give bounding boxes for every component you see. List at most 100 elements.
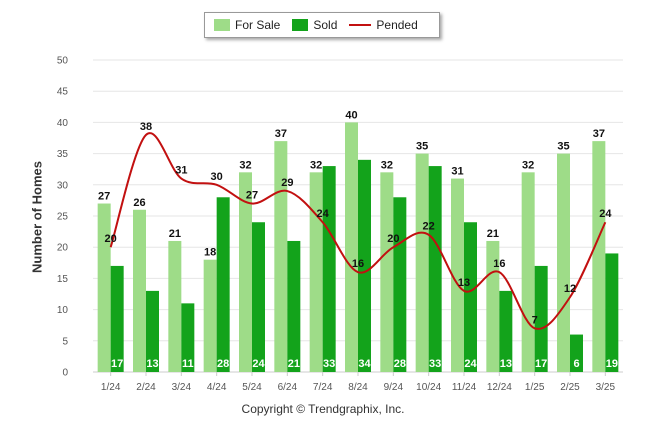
for-sale-value-label: 21	[169, 228, 181, 240]
for-sale-value-label: 40	[345, 109, 357, 121]
sold-bar	[322, 166, 336, 372]
pended-value-label: 22	[423, 221, 435, 233]
chart-legend: For Sale Sold Pended	[204, 12, 440, 38]
sold-value-label: 13	[146, 358, 158, 370]
sold-value-label: 33	[429, 358, 441, 370]
pended-value-label: 16	[352, 258, 364, 270]
sold-value-label: 6	[573, 358, 579, 370]
pended-value-label: 24	[317, 208, 330, 220]
sold-value-label: 33	[323, 358, 335, 370]
for-sale-value-label: 37	[593, 128, 605, 140]
x-tick-label: 10/24	[416, 382, 441, 393]
x-tick-label: 1/25	[525, 382, 545, 393]
sold-value-label: 17	[111, 358, 123, 370]
y-tick-label: 10	[57, 305, 69, 316]
sold-bar	[287, 240, 301, 372]
sold-bar	[216, 197, 230, 372]
pended-value-label: 27	[246, 190, 258, 202]
sold-value-label: 13	[500, 358, 512, 370]
sold-value-label: 21	[288, 358, 300, 370]
for-sale-value-label: 32	[239, 159, 251, 171]
for-sale-bar	[415, 153, 429, 372]
for-sale-bar	[309, 172, 323, 372]
y-tick-label: 25	[57, 212, 69, 223]
sold-bar	[428, 166, 442, 372]
x-tick-label: 8/24	[348, 382, 368, 393]
sold-bar	[570, 334, 583, 372]
legend-item-for-sale[interactable]: For Sale	[214, 18, 280, 32]
y-tick-label: 30	[57, 180, 69, 191]
x-tick-label: 9/24	[384, 382, 404, 393]
for-sale-value-label: 31	[451, 166, 463, 178]
for-sale-value-label: 35	[416, 141, 428, 153]
pended-value-label: 13	[458, 277, 470, 289]
x-tick-label: 3/24	[172, 382, 192, 393]
x-tick-label: 7/24	[313, 382, 333, 393]
for-sale-value-label: 37	[275, 128, 287, 140]
x-tick-label: 3/25	[596, 382, 616, 393]
x-tick-label: 11/24	[452, 382, 477, 393]
legend-item-pended[interactable]: Pended	[349, 18, 418, 32]
x-tick-label: 12/24	[487, 382, 512, 393]
legend-label-for-sale: For Sale	[235, 18, 281, 32]
for-sale-value-label: 18	[204, 247, 216, 259]
legend-label-pended: Pended	[376, 18, 418, 32]
pended-value-label: 24	[599, 208, 612, 220]
sold-bar	[110, 265, 124, 372]
pended-value-label: 38	[140, 121, 152, 133]
for-sale-swatch	[214, 19, 230, 31]
sold-value-label: 11	[182, 358, 194, 370]
x-tick-label: 2/25	[560, 382, 580, 393]
pended-value-label: 29	[281, 177, 293, 189]
sold-bar	[146, 290, 159, 372]
y-tick-label: 0	[62, 368, 68, 379]
for-sale-value-label: 35	[557, 141, 569, 153]
for-sale-bar	[203, 259, 217, 372]
sold-value-label: 34	[358, 358, 371, 370]
for-sale-bar	[345, 122, 358, 373]
legend-item-sold[interactable]: Sold	[292, 18, 337, 32]
for-sale-bar	[557, 153, 570, 372]
pended-line	[109, 132, 607, 330]
sold-bar	[252, 222, 265, 372]
for-sale-bar	[451, 178, 464, 372]
pended-value-label: 7	[532, 314, 538, 326]
sold-bar	[358, 159, 371, 372]
sold-bar	[534, 265, 548, 372]
for-sale-bar	[239, 172, 252, 372]
sold-value-label: 19	[606, 358, 618, 370]
sold-value-label: 28	[394, 358, 406, 370]
pended-value-label: 31	[175, 165, 187, 177]
pended-value-label: 30	[211, 171, 223, 183]
x-tick-label: 4/24	[207, 382, 227, 393]
pended-value-label: 20	[387, 233, 399, 245]
pended-value-label: 12	[564, 283, 576, 295]
y-tick-label: 20	[57, 243, 69, 254]
copyright-text: Copyright © Trendgraphix, Inc.	[241, 402, 405, 416]
x-tick-label: 6/24	[278, 382, 298, 393]
sold-value-label: 17	[535, 358, 547, 370]
pended-value-label: 20	[105, 233, 117, 245]
legend-label-sold: Sold	[313, 18, 338, 32]
sold-value-label: 24	[464, 358, 477, 370]
for-sale-value-label: 27	[98, 191, 110, 203]
for-sale-value-label: 32	[522, 159, 534, 171]
for-sale-bar	[380, 172, 394, 372]
y-tick-label: 50	[57, 56, 69, 67]
y-tick-label: 15	[57, 274, 69, 285]
y-tick-label: 35	[57, 149, 69, 160]
y-tick-label: 40	[57, 118, 69, 129]
sold-bar	[605, 253, 619, 372]
sold-bar	[393, 197, 407, 372]
sold-bar	[464, 222, 477, 372]
pended-value-label: 16	[493, 258, 505, 270]
for-sale-value-label: 32	[310, 159, 322, 171]
x-tick-label: 1/24	[101, 382, 121, 393]
for-sale-value-label: 21	[487, 228, 499, 240]
y-tick-label: 5	[62, 336, 68, 347]
for-sale-bar	[168, 240, 182, 372]
sold-swatch	[292, 19, 309, 31]
x-tick-label: 2/24	[136, 382, 156, 393]
sold-bar	[499, 290, 513, 372]
